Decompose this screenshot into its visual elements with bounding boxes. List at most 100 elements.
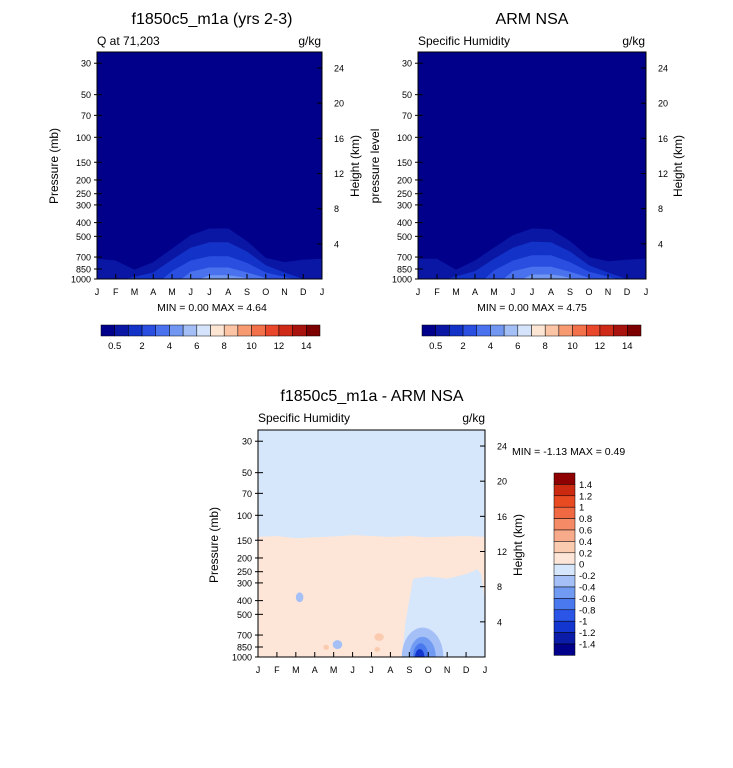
colorbar-label: 8 — [543, 341, 548, 352]
x-tick-label: J — [416, 287, 421, 297]
x-tick-label: A — [312, 665, 318, 675]
colorbar-box — [553, 643, 576, 656]
x-tick-label: M — [292, 665, 300, 675]
colorbar-box — [553, 586, 576, 599]
y-tick-label: 30 — [242, 437, 252, 447]
x-tick-label: J — [511, 287, 516, 297]
y-tick-label: 70 — [242, 489, 252, 499]
colorbar-box — [553, 563, 576, 576]
x-tick-label: J — [530, 287, 535, 297]
x-tick-label: D — [624, 287, 631, 297]
colorbar-label: 0.6 — [579, 526, 592, 537]
colorbar-label: 6 — [515, 341, 520, 352]
y-tick-label: 850 — [397, 264, 412, 274]
x-tick-label: J — [189, 287, 194, 297]
y2-tick-label: 12 — [334, 169, 344, 179]
colorbar-label: 2 — [139, 341, 144, 352]
colorbar-box — [553, 529, 576, 542]
colorbar-label: 1.4 — [579, 480, 592, 491]
x-tick-label: J — [644, 287, 649, 297]
y-tick-label: 50 — [402, 90, 412, 100]
y-tick-label: 700 — [237, 631, 252, 641]
plot-area — [418, 52, 646, 279]
colorbar-label: -0.2 — [579, 571, 595, 582]
colorbar-box — [182, 324, 198, 337]
y2-tick-label: 16 — [497, 512, 507, 522]
y-tick-label: 150 — [76, 158, 91, 168]
colorbar-box — [210, 324, 225, 337]
y-tick-label: 100 — [237, 511, 252, 521]
colorbar-box — [114, 324, 129, 337]
colorbar-label: 10 — [567, 341, 578, 352]
y-tick-label: 300 — [76, 200, 91, 210]
colorbar-box — [141, 324, 156, 337]
colorbar-box — [265, 324, 280, 337]
x-tick-label: M — [168, 287, 176, 297]
y-tick-label: 300 — [237, 578, 252, 588]
panel-model-left-label: Q at 71,203 — [97, 34, 160, 48]
colorbar-label: -1.2 — [579, 628, 595, 639]
colorbar-box — [553, 598, 576, 611]
colorbar-box — [476, 324, 491, 337]
y-tick-label: 50 — [81, 90, 91, 100]
y2-tick-label: 8 — [334, 204, 339, 214]
x-tick-label: A — [150, 287, 156, 297]
y-tick-label: 70 — [402, 111, 412, 121]
y-tick-label: 70 — [81, 111, 91, 121]
panel-diff-ylabel: Pressure (mb) — [207, 507, 221, 583]
colorbar-box — [553, 484, 576, 497]
x-tick-label: N — [281, 287, 288, 297]
colorbar-box — [613, 324, 628, 337]
contour-blob-4 — [332, 640, 343, 650]
colorbar-box — [128, 324, 143, 337]
colorbar-label: 8 — [222, 341, 227, 352]
colorbar-box — [553, 575, 576, 588]
colorbar-label: 0.8 — [579, 514, 592, 525]
y-tick-label: 300 — [397, 200, 412, 210]
panel-diff-left-label: Specific Humidity — [258, 411, 350, 425]
colorbar-label: -0.6 — [579, 594, 595, 605]
colorbar-box — [558, 324, 573, 337]
colorbar-box — [572, 324, 587, 337]
x-tick-label: F — [274, 665, 280, 675]
y2-tick-label: 8 — [497, 582, 502, 592]
x-tick-label: A — [387, 665, 393, 675]
panel-diff-units: g/kg — [462, 411, 485, 425]
colorbar-label: 12 — [274, 341, 285, 352]
colorbar-box — [553, 552, 576, 565]
y-tick-label: 30 — [81, 59, 91, 69]
panel-obs-left-label: Specific Humidity — [418, 34, 510, 48]
y-tick-label: 150 — [397, 158, 412, 168]
x-tick-label: M — [131, 287, 139, 297]
colorbar-box — [553, 506, 576, 519]
panel-model-y2label: Height (km) — [348, 135, 362, 197]
y-tick-label: 250 — [76, 189, 91, 199]
panel-obs-stats: MIN = 0.00 MAX = 4.75 — [477, 302, 587, 314]
contour-blob-5 — [295, 592, 304, 603]
colorbar-box — [553, 518, 576, 531]
colorbar-box — [553, 472, 576, 485]
x-tick-label: D — [300, 287, 307, 297]
y-tick-label: 1000 — [71, 275, 91, 285]
contour-blob-9 — [415, 649, 425, 657]
colorbar-box — [251, 324, 266, 337]
panel-model-title: f1850c5_m1a (yrs 2-3) — [132, 11, 293, 28]
colorbar-box — [100, 324, 115, 337]
plot-area — [97, 52, 322, 279]
colorbar-label: 0.2 — [579, 548, 592, 559]
x-tick-label: S — [406, 665, 412, 675]
x-tick-label: J — [95, 287, 100, 297]
panel-obs-units: g/kg — [622, 34, 645, 48]
colorbar-box — [223, 324, 239, 337]
contour-blob-1 — [374, 633, 384, 641]
panel-model-stats: MIN = 0.00 MAX = 4.64 — [157, 302, 267, 314]
y-tick-label: 400 — [237, 596, 252, 606]
y-tick-label: 700 — [76, 253, 91, 263]
colorbar-box — [462, 324, 477, 337]
y-tick-label: 100 — [397, 133, 412, 143]
colorbar-label: 4 — [488, 341, 493, 352]
plot-area — [258, 430, 485, 657]
contour-level-4 — [522, 274, 576, 279]
colorbar-box — [553, 632, 576, 645]
